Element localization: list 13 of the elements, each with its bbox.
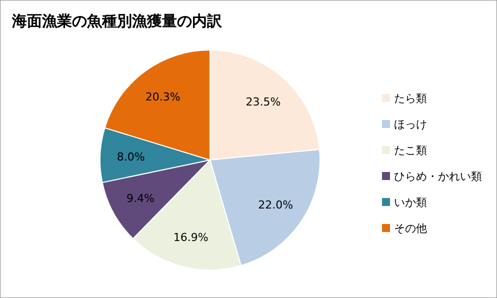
legend-label: たこ類 — [394, 144, 427, 157]
legend-label: ひらめ・かれい類 — [394, 170, 482, 183]
legend-label: その他 — [394, 222, 427, 235]
data-label: 22.0% — [258, 198, 294, 212]
data-label: 16.9% — [173, 230, 208, 244]
chart-title: 海面漁業の魚種別漁獲量の内訳 — [11, 12, 223, 30]
data-label: 20.3% — [145, 90, 180, 104]
data-label: 9.4% — [126, 192, 154, 206]
legend-label: ほっけ — [394, 118, 427, 131]
legend-label: たら類 — [394, 92, 427, 105]
data-label: 8.0% — [116, 150, 145, 164]
legend-label: いか類 — [394, 196, 427, 209]
data-label: 23.5% — [246, 95, 281, 108]
